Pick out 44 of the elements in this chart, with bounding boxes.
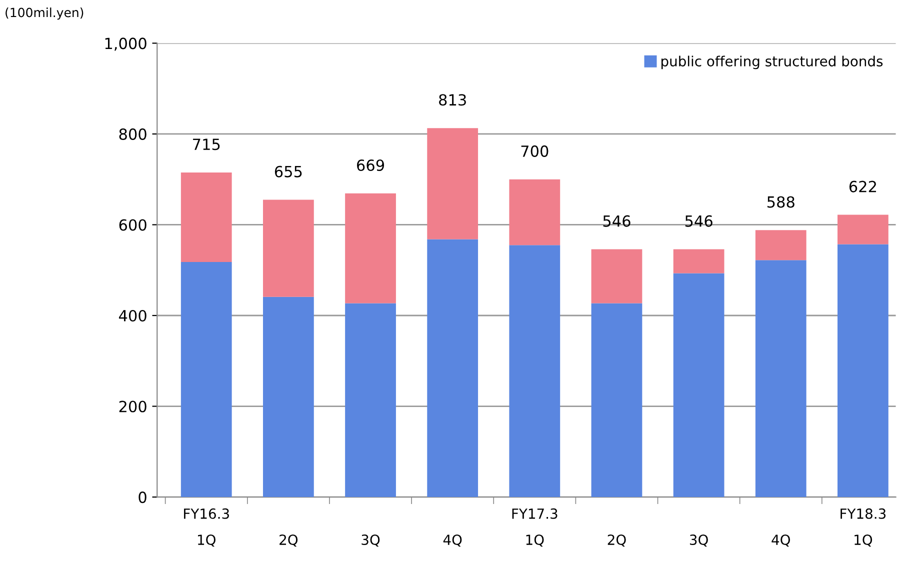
bar	[427, 239, 478, 498]
bar	[838, 214, 888, 244]
x-tick-label: 4Q	[443, 534, 462, 547]
bar	[673, 273, 724, 498]
bar	[345, 303, 396, 498]
total-label: 622	[849, 180, 876, 192]
x-tick-label: 3Q	[362, 534, 380, 547]
bar	[180, 262, 232, 498]
bar	[673, 249, 724, 274]
x-tick-label: FY16.3 1Q	[184, 508, 229, 547]
total-label: 546	[685, 215, 712, 227]
total-label: 588	[767, 196, 794, 208]
legend-label: public offering structured bonds	[661, 56, 883, 70]
bar	[755, 230, 806, 260]
bar	[838, 244, 888, 498]
total-label: 813	[439, 94, 466, 106]
bar	[591, 303, 642, 498]
bar	[509, 245, 560, 498]
bar	[427, 128, 478, 240]
x-tick-label: 2Q	[608, 534, 626, 547]
x-tick-label: 2Q	[280, 534, 298, 547]
total-label: 546	[603, 215, 630, 227]
total-label: 715	[193, 138, 220, 150]
bar	[755, 260, 806, 498]
bar	[262, 296, 314, 498]
y-tick-label: 600	[119, 219, 146, 231]
x-tick-label: FY18.3 1Q	[840, 508, 886, 547]
total-label: 655	[274, 166, 302, 178]
y-tick-label: 200	[119, 400, 146, 412]
x-tick-label: 3Q	[690, 534, 708, 547]
bar	[262, 200, 314, 297]
bar	[509, 179, 560, 246]
total-label: 669	[356, 159, 384, 172]
bar	[591, 249, 642, 304]
y-axis-title: (100mil.yen)	[6, 8, 84, 20]
y-tick-label: 800	[119, 128, 146, 140]
x-tick-label: FY17.3 1Q	[512, 508, 558, 547]
y-tick-label: 0	[138, 492, 146, 504]
x-tick-label: 4Q	[772, 534, 790, 547]
y-tick-label: 400	[118, 310, 146, 322]
total-label: 700	[521, 145, 548, 157]
bar	[180, 172, 232, 262]
y-tick-label: 1,000	[105, 38, 146, 51]
bar	[345, 193, 396, 304]
